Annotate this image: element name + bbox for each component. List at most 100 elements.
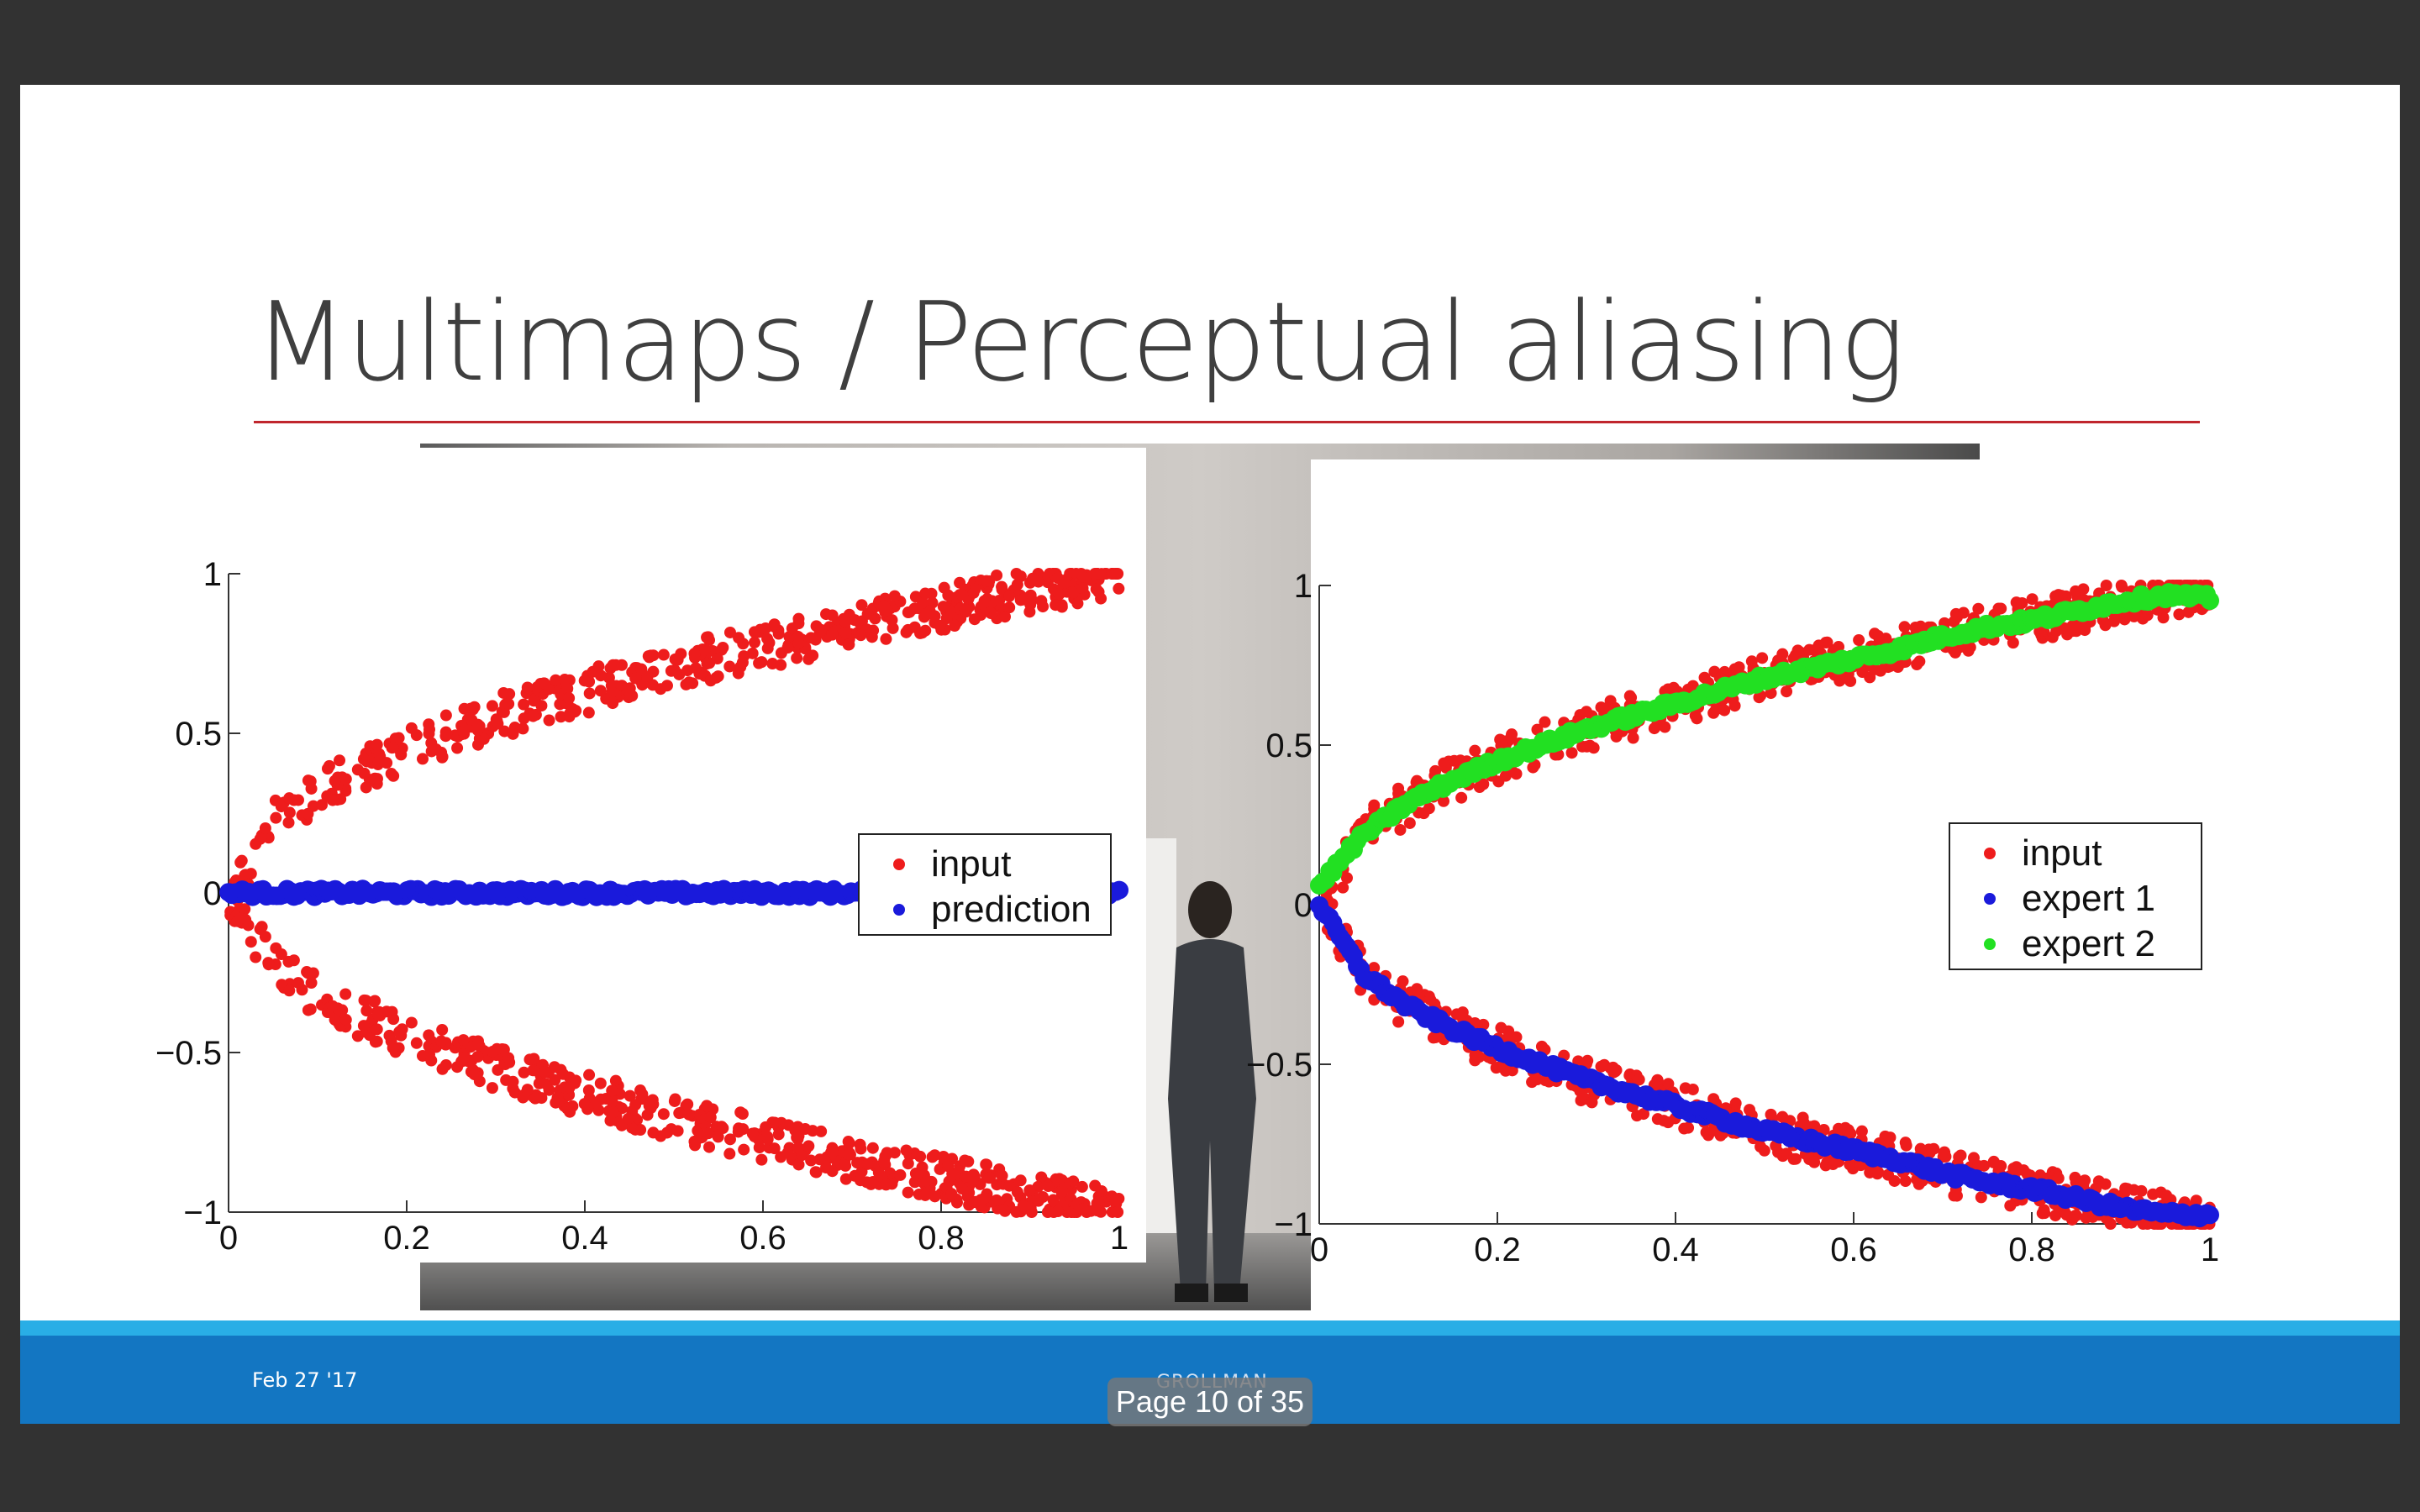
input-point xyxy=(1053,1173,1065,1185)
input-point xyxy=(1627,732,1639,744)
input-point xyxy=(641,1109,654,1121)
input-point xyxy=(559,674,571,686)
input-point xyxy=(2026,593,2039,606)
input-point xyxy=(792,1142,805,1154)
input-point xyxy=(594,1077,607,1089)
input-point xyxy=(860,1176,873,1189)
input-point xyxy=(1950,1189,1963,1202)
input-point xyxy=(660,1126,673,1139)
input-point xyxy=(746,647,759,659)
input-point xyxy=(262,958,275,971)
input-point xyxy=(786,622,798,635)
input-point xyxy=(521,1084,534,1096)
input-point xyxy=(471,724,484,737)
legend-label: prediction xyxy=(931,889,1092,930)
input-point xyxy=(369,1036,381,1048)
x-tick-label: 0 xyxy=(219,1220,238,1257)
input-point xyxy=(929,1190,941,1203)
input-point xyxy=(468,1068,481,1081)
input-point xyxy=(405,1016,418,1029)
input-point xyxy=(527,710,539,722)
input-point xyxy=(1535,1040,1548,1053)
input-point xyxy=(1586,1096,1598,1109)
input-point xyxy=(1844,675,1856,687)
input-point xyxy=(813,1153,826,1166)
input-point xyxy=(733,1122,745,1135)
series-expert-2 xyxy=(1310,583,2219,895)
input-point xyxy=(815,1125,828,1137)
input-point xyxy=(878,1156,891,1168)
input-point xyxy=(704,1111,717,1124)
input-point xyxy=(772,1128,785,1141)
input-point xyxy=(339,773,352,785)
input-point xyxy=(813,626,826,638)
input-point xyxy=(1337,881,1349,894)
input-point xyxy=(1448,754,1460,767)
legend-box xyxy=(858,833,1112,936)
input-point xyxy=(919,624,932,637)
input-point xyxy=(564,1105,576,1118)
input-point xyxy=(1071,597,1084,610)
input-point xyxy=(956,589,969,601)
input-point xyxy=(699,643,712,656)
series-expert-1 xyxy=(1310,895,2219,1228)
input-point xyxy=(872,1167,885,1179)
input-point xyxy=(683,1108,696,1121)
input-point xyxy=(2049,1210,2062,1222)
input-point xyxy=(2069,620,2081,633)
input-point xyxy=(550,674,562,686)
input-point xyxy=(2033,625,2046,638)
input-point xyxy=(688,648,701,660)
input-point xyxy=(304,1003,317,1016)
input-point xyxy=(842,1136,855,1148)
input-point xyxy=(578,675,591,687)
y-tick-label: 0.5 xyxy=(1265,727,1313,764)
input-point xyxy=(1438,795,1450,807)
legend-marker xyxy=(1984,848,1996,859)
input-point xyxy=(802,1140,815,1152)
input-point xyxy=(1424,994,1437,1006)
input-point xyxy=(657,1108,670,1121)
input-point xyxy=(371,1023,383,1036)
input-point xyxy=(2160,1189,2173,1202)
input-point xyxy=(486,1082,498,1095)
input-point xyxy=(1939,1150,1952,1163)
input-point xyxy=(755,1153,768,1166)
input-point xyxy=(381,757,393,769)
input-point xyxy=(1042,1180,1055,1193)
input-point xyxy=(1580,706,1592,718)
input-point xyxy=(358,767,371,780)
input-point xyxy=(410,729,423,742)
input-point xyxy=(389,732,402,745)
input-point xyxy=(1781,685,1793,698)
input-point xyxy=(578,1098,591,1110)
input-point xyxy=(323,759,335,772)
input-point xyxy=(703,1141,716,1153)
input-point xyxy=(275,801,287,813)
input-point xyxy=(435,746,448,759)
input-point xyxy=(1855,1125,1868,1137)
y-tick-label: 0 xyxy=(1294,887,1313,924)
input-point xyxy=(1754,1141,1767,1153)
input-point xyxy=(582,706,595,719)
input-point xyxy=(1411,983,1423,995)
input-point xyxy=(326,794,339,806)
input-point xyxy=(528,1053,540,1065)
input-point xyxy=(287,954,300,967)
input-point xyxy=(900,1144,913,1157)
input-point xyxy=(2128,1184,2140,1196)
x-tick-label: 0.8 xyxy=(2008,1231,2055,1268)
input-point xyxy=(1975,1191,1987,1204)
input-point xyxy=(1899,1174,1912,1187)
input-point xyxy=(1745,655,1758,668)
slide: Multimaps / Perceptual aliasing −1 −0.5 0 0… xyxy=(20,85,2400,1424)
input-point xyxy=(416,753,429,765)
legend-label: expert 2 xyxy=(2022,923,2155,964)
input-point xyxy=(339,988,352,1000)
input-point xyxy=(518,712,530,725)
input-point xyxy=(316,799,329,811)
input-point xyxy=(999,1205,1012,1217)
input-point xyxy=(629,1099,642,1111)
input-point xyxy=(255,921,268,933)
input-point xyxy=(1003,1179,1016,1192)
